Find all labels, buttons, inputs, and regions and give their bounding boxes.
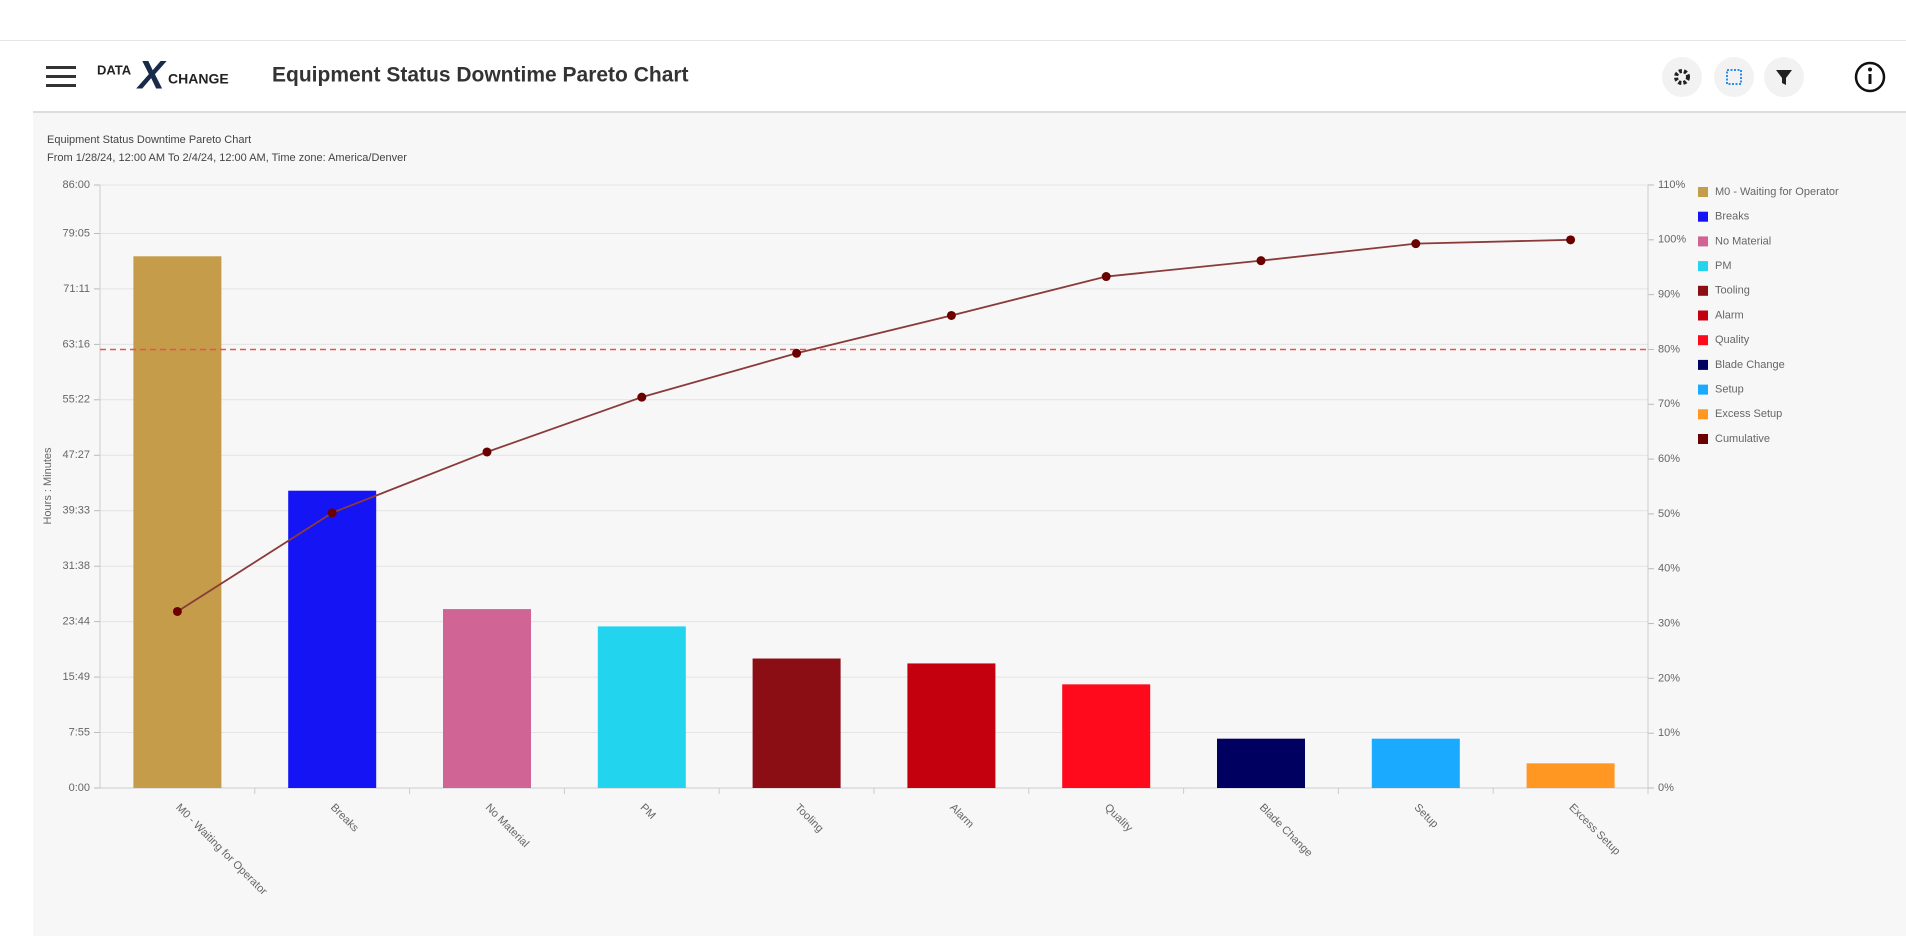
- y-tick-label: 71:11: [63, 283, 90, 295]
- cumulative-point: [946, 310, 956, 320]
- y2-tick-label: 40%: [1658, 563, 1680, 575]
- bar: [443, 609, 531, 788]
- y-tick-label: 39:33: [62, 505, 90, 517]
- legend-label: Excess Setup: [1715, 408, 1782, 420]
- logo-text: CHANGE: [168, 71, 229, 87]
- filter-button[interactable]: [1764, 57, 1804, 97]
- y-axis-title: Hours : Minutes: [42, 447, 54, 525]
- legend-label: Tooling: [1715, 285, 1750, 297]
- logo-text: X: [136, 54, 167, 98]
- legend-swatch: [1698, 187, 1708, 197]
- cumulative-point: [482, 447, 492, 457]
- y-tick-label: 47:27: [62, 449, 90, 461]
- y2-tick-label: 10%: [1658, 727, 1680, 739]
- bar: [1217, 738, 1305, 788]
- legend-swatch: [1698, 409, 1708, 420]
- y2-tick-label: 50%: [1658, 508, 1680, 520]
- info-icon: [1868, 67, 1872, 72]
- gear-icon: [1674, 69, 1690, 85]
- y-tick-label: 15:49: [62, 671, 90, 683]
- y2-tick-label: 60%: [1658, 453, 1680, 465]
- menu-bar: [46, 84, 76, 87]
- bar: [752, 658, 841, 788]
- y-tick-label: 86:00: [62, 179, 90, 191]
- grid-button[interactable]: [1714, 57, 1754, 97]
- top-border: [0, 40, 1906, 41]
- cumulative-point: [792, 348, 802, 358]
- cumulative-point: [637, 392, 647, 402]
- y2-tick-label: 100%: [1658, 234, 1686, 246]
- legend-label: PM: [1715, 260, 1732, 272]
- button-bg: [1662, 57, 1702, 97]
- cumulative-point: [327, 508, 337, 518]
- bar: [1526, 763, 1615, 788]
- y2-tick-label: 0%: [1658, 782, 1674, 794]
- legend-label: Breaks: [1715, 211, 1750, 223]
- bar: [907, 663, 996, 788]
- chart-title: Equipment Status Downtime Pareto Chart: [47, 134, 251, 146]
- info-icon: [1854, 61, 1886, 93]
- legend-swatch: [1698, 285, 1708, 296]
- button-bg: [1714, 57, 1754, 97]
- header-shadow: [33, 111, 1906, 113]
- y-tick-label: 79:05: [62, 227, 90, 239]
- y2-tick-label: 80%: [1658, 343, 1680, 355]
- legend-label: M0 - Waiting for Operator: [1715, 186, 1839, 198]
- legend-swatch: [1698, 335, 1708, 346]
- y-tick-label: 63:16: [62, 338, 90, 350]
- legend-swatch: [1698, 359, 1708, 370]
- y-tick-label: 23:44: [62, 615, 90, 627]
- bar: [1062, 684, 1151, 788]
- legend-swatch: [1698, 434, 1708, 444]
- legend-label: Quality: [1715, 334, 1750, 346]
- cumulative-line: [176, 238, 1571, 613]
- legend-swatch: [1698, 310, 1708, 321]
- legend-swatch: [1698, 384, 1708, 395]
- legend-label: Setup: [1715, 384, 1744, 396]
- menu-bar: [46, 66, 76, 69]
- grid-icon: [1726, 69, 1742, 85]
- legend-label: Alarm: [1715, 309, 1744, 321]
- info-icon: [1868, 74, 1872, 84]
- page-title: Equipment Status Downtime Pareto Chart: [272, 64, 689, 87]
- legend-label: Cumulative: [1715, 433, 1770, 445]
- y2-tick-label: 110%: [1658, 179, 1686, 191]
- legend-swatch: [1698, 261, 1708, 272]
- y2-tick-label: 20%: [1658, 672, 1680, 684]
- cumulative-point: [1256, 256, 1266, 266]
- y-tick-label: 55:22: [62, 394, 90, 406]
- legend-swatch: [1698, 236, 1708, 247]
- legend-label: No Material: [1715, 235, 1771, 247]
- legend-swatch: [1698, 211, 1708, 222]
- y-tick-label: 31:38: [62, 560, 90, 572]
- cumulative-point: [1566, 235, 1576, 245]
- logo: DATA X CHANGE: [97, 54, 229, 98]
- settings-button[interactable]: [1662, 57, 1702, 97]
- bar: [1371, 738, 1460, 788]
- y-tick-label: 0:00: [69, 782, 90, 794]
- menu-bar: [46, 75, 76, 78]
- cumulative-point: [1101, 272, 1111, 282]
- logo-text: DATA: [97, 62, 132, 77]
- chart-subtitle: From 1/28/24, 12:00 AM To 2/4/24, 12:00 …: [47, 152, 407, 164]
- y-tick-label: 7:55: [69, 726, 90, 738]
- y2-tick-label: 30%: [1658, 617, 1680, 629]
- y2-tick-label: 70%: [1658, 398, 1680, 410]
- bar: [288, 490, 377, 788]
- menu-button[interactable]: [46, 66, 76, 87]
- y2-tick-label: 90%: [1658, 289, 1680, 301]
- bar: [597, 626, 686, 788]
- filter-icon: [1776, 70, 1792, 85]
- cumulative-point: [1411, 239, 1421, 249]
- cumulative-point: [172, 606, 182, 616]
- legend-label: Blade Change: [1715, 359, 1785, 371]
- info-button[interactable]: [1854, 61, 1886, 93]
- bar: [133, 256, 222, 788]
